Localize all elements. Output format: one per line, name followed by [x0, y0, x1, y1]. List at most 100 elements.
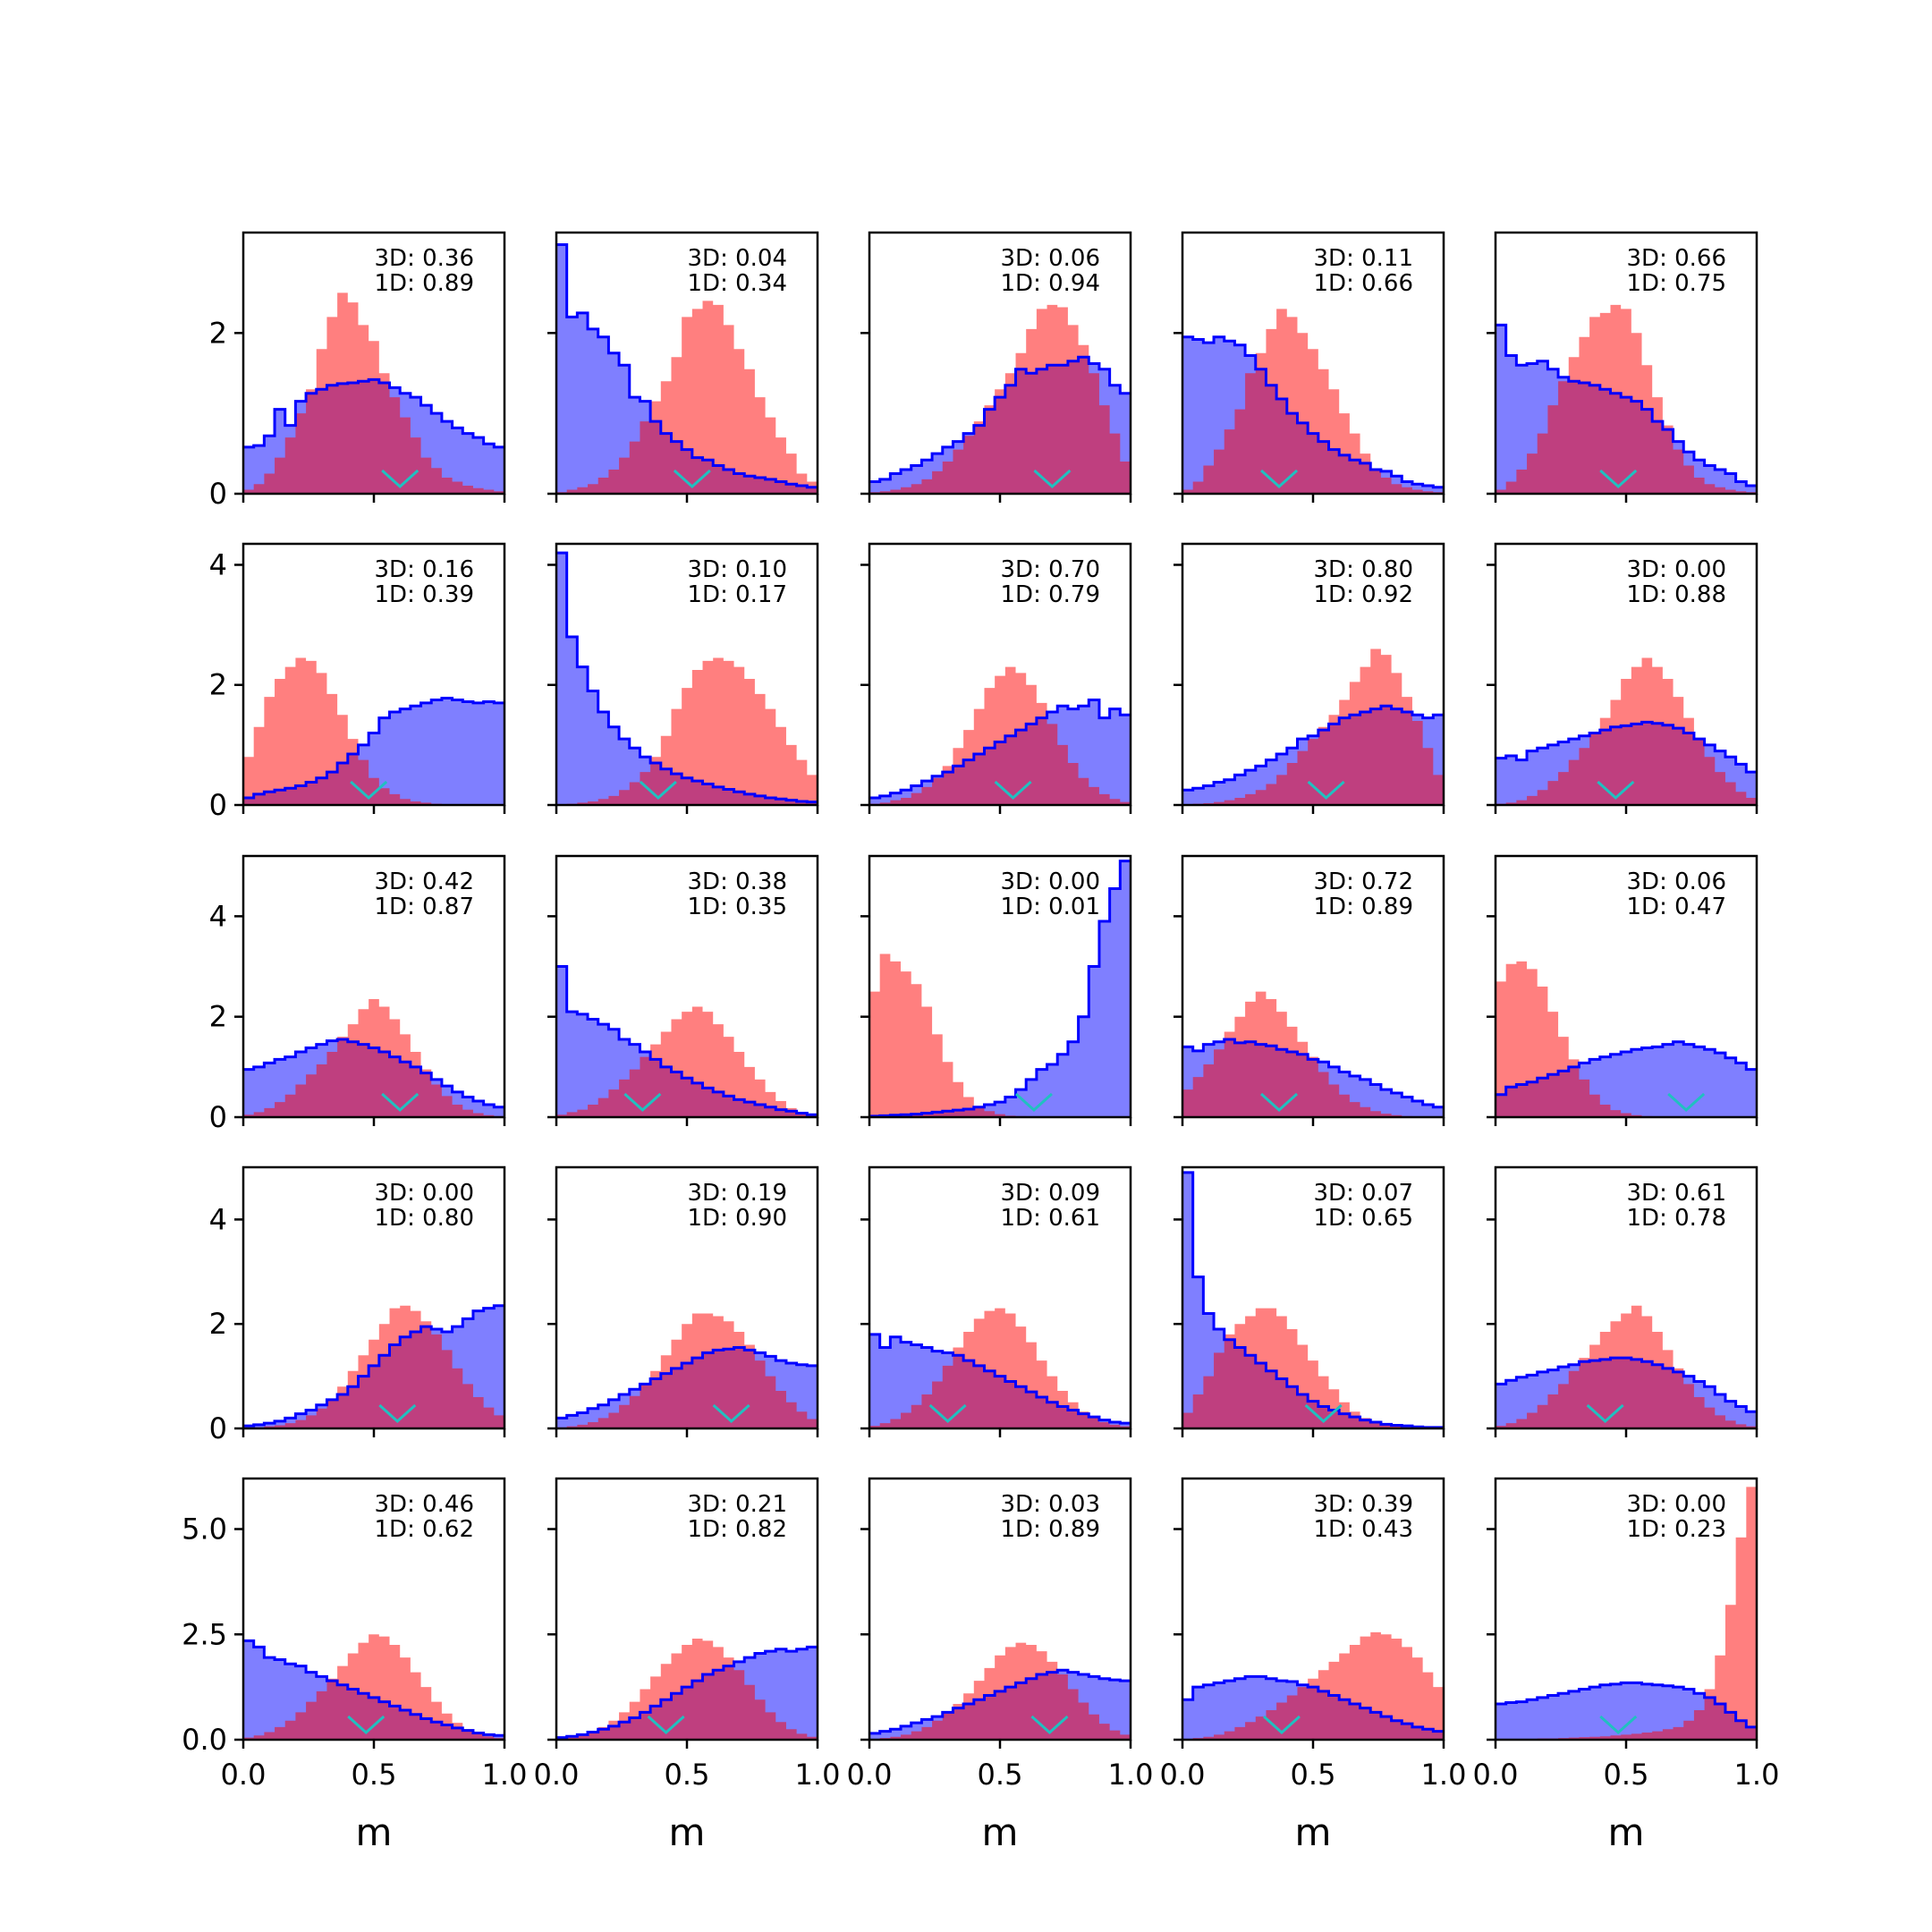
marker-chevron	[1033, 469, 1072, 489]
x-tick-label: 0.5	[978, 1758, 1023, 1792]
stat-1d-label: 1D: 0.17	[688, 581, 787, 608]
y-tick-label: 0	[209, 477, 227, 511]
y-tick-label: 4	[209, 1202, 227, 1236]
stat-1d-label: 1D: 0.80	[375, 1205, 474, 1232]
marker-chevron	[712, 1403, 750, 1424]
marker-chevron	[381, 1092, 419, 1113]
stat-1d-label: 1D: 0.89	[375, 270, 474, 297]
marker-chevron	[1597, 780, 1635, 801]
histogram-3d-fill	[556, 553, 818, 805]
histogram-1d-fill	[556, 657, 818, 805]
stat-3d-label: 3D: 0.80	[1314, 556, 1413, 583]
marker-chevron	[1599, 469, 1638, 489]
marker-chevron	[1667, 1092, 1706, 1113]
plot-area	[1182, 991, 1444, 1117]
histogram-3d-step	[1496, 1040, 1757, 1097]
histogram-3d-step	[1182, 1038, 1444, 1109]
histogram-1d-fill	[1496, 1487, 1757, 1740]
marker-chevron	[350, 780, 388, 801]
histogram-3d-step	[556, 1345, 818, 1419]
marker-chevron	[1260, 1092, 1299, 1113]
histogram-1d-fill	[1182, 648, 1444, 805]
y-tick-label: 0	[209, 1411, 227, 1445]
marker-chevron	[1586, 1403, 1624, 1424]
stat-3d-label: 3D: 0.61	[1627, 1180, 1726, 1207]
y-tick-label: 5.0	[182, 1513, 227, 1546]
plot-area	[1182, 648, 1444, 805]
marker-chevron	[1260, 469, 1299, 489]
y-tick-label: 2	[209, 1000, 227, 1034]
x-axis-label: m	[1295, 1810, 1332, 1854]
stat-1d-label: 1D: 0.23	[1627, 1516, 1726, 1543]
histogram-1d-fill	[243, 292, 504, 494]
y-tick-label: 2.5	[182, 1617, 227, 1651]
x-tick-label: 1.0	[482, 1758, 528, 1792]
histogram-3d-step	[556, 1645, 818, 1740]
stat-1d-label: 1D: 0.88	[1627, 581, 1726, 608]
histogram-1d-fill	[243, 657, 504, 805]
histogram-3d-step	[1182, 1171, 1444, 1428]
histogram-1d-fill	[556, 301, 818, 494]
stat-3d-label: 3D: 0.00	[1001, 869, 1100, 895]
marker-chevron	[639, 780, 677, 801]
stat-3d-label: 3D: 0.70	[1001, 556, 1100, 583]
histogram-3d-step	[869, 355, 1131, 484]
stat-1d-label: 1D: 0.35	[688, 894, 787, 920]
histogram-3d-step	[1182, 1674, 1444, 1733]
marker-chevron	[928, 1403, 967, 1424]
histogram-3d-step	[869, 699, 1131, 800]
stat-3d-label: 3D: 0.00	[1627, 1491, 1726, 1518]
histogram-3d-step	[243, 1038, 504, 1109]
stat-3d-label: 3D: 0.11	[1314, 245, 1413, 272]
y-tick-label: 4	[209, 547, 227, 581]
stat-1d-label: 1D: 0.87	[375, 894, 474, 920]
plot-area	[556, 1638, 818, 1740]
stat-1d-label: 1D: 0.66	[1314, 270, 1413, 297]
plot-area	[1496, 1305, 1757, 1428]
plot-area	[1496, 657, 1757, 805]
histogram-3d-step	[1496, 323, 1757, 487]
stat-3d-label: 3D: 0.06	[1001, 245, 1100, 272]
plot-area	[243, 1304, 504, 1428]
x-tick-label: 0.0	[1473, 1758, 1519, 1792]
histogram-1d-fill	[1182, 1308, 1444, 1428]
stat-1d-label: 1D: 0.79	[1001, 581, 1100, 608]
stat-1d-label: 1D: 0.82	[688, 1516, 787, 1543]
x-tick-label: 1.0	[795, 1758, 841, 1792]
histogram-3d-step	[243, 377, 504, 449]
stat-1d-label: 1D: 0.65	[1314, 1205, 1413, 1232]
plot-area	[1182, 1171, 1444, 1428]
histogram-3d-fill	[869, 860, 1131, 1117]
histogram-1d-fill	[869, 304, 1131, 494]
plot-area	[1496, 1487, 1757, 1740]
plot-area	[1496, 304, 1757, 494]
stat-3d-label: 3D: 0.19	[688, 1180, 787, 1207]
stat-1d-label: 1D: 0.90	[688, 1205, 787, 1232]
histogram-3d-fill	[556, 244, 818, 494]
stat-1d-label: 1D: 0.78	[1627, 1205, 1726, 1232]
histogram-1d-fill	[1496, 657, 1757, 805]
histogram-1d-fill	[243, 1634, 504, 1740]
histogram-3d-step	[556, 551, 818, 804]
marker-chevron	[381, 469, 419, 489]
plot-area	[556, 965, 818, 1117]
stat-3d-label: 3D: 0.04	[688, 245, 787, 272]
stat-1d-label: 1D: 0.47	[1627, 894, 1726, 920]
histogram-3d-step	[556, 965, 818, 1116]
stat-1d-label: 1D: 0.34	[688, 270, 787, 297]
stat-3d-label: 3D: 0.42	[375, 869, 474, 895]
stat-1d-label: 1D: 0.62	[375, 1516, 474, 1543]
